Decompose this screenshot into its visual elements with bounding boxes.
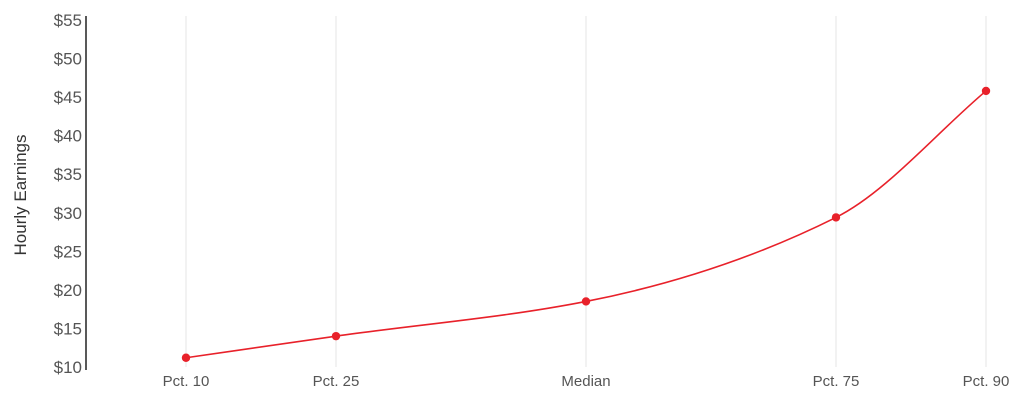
data-point-pct-90 bbox=[981, 86, 991, 96]
grid-lines bbox=[185, 16, 987, 367]
data-point-pct-25 bbox=[331, 331, 341, 341]
x-tick-label: Pct. 10 bbox=[163, 373, 210, 390]
y-axis-ticks: $10 $15 $20 $25 $30 $35 $40 $45 $50 $55 bbox=[54, 11, 82, 377]
x-axis-ticks: Pct. 10 Pct. 25 Median Pct. 75 Pct. 90 bbox=[163, 373, 1010, 390]
y-tick-label: $20 bbox=[54, 281, 82, 300]
x-tick-label: Pct. 75 bbox=[813, 373, 860, 390]
y-tick-label: $45 bbox=[54, 88, 82, 107]
y-tick-label: $10 bbox=[54, 358, 82, 377]
y-tick-label: $55 bbox=[54, 11, 82, 30]
y-tick-label: $15 bbox=[54, 319, 82, 338]
data-point-pct-75 bbox=[831, 213, 841, 222]
x-tick-label: Pct. 25 bbox=[313, 373, 360, 390]
data-points bbox=[181, 86, 991, 362]
x-tick-label: Median bbox=[561, 373, 610, 390]
data-point-pct-10 bbox=[181, 353, 191, 362]
series-line bbox=[185, 90, 987, 359]
y-tick-label: $35 bbox=[54, 165, 82, 184]
y-tick-label: $50 bbox=[54, 50, 82, 69]
x-tick-label: Pct. 90 bbox=[963, 373, 1010, 390]
y-tick-label: $40 bbox=[54, 127, 82, 146]
y-axis-label: Hourly Earnings bbox=[11, 135, 30, 256]
data-point-median bbox=[581, 297, 591, 306]
y-tick-label: $30 bbox=[54, 204, 82, 223]
y-tick-label: $25 bbox=[54, 242, 82, 261]
